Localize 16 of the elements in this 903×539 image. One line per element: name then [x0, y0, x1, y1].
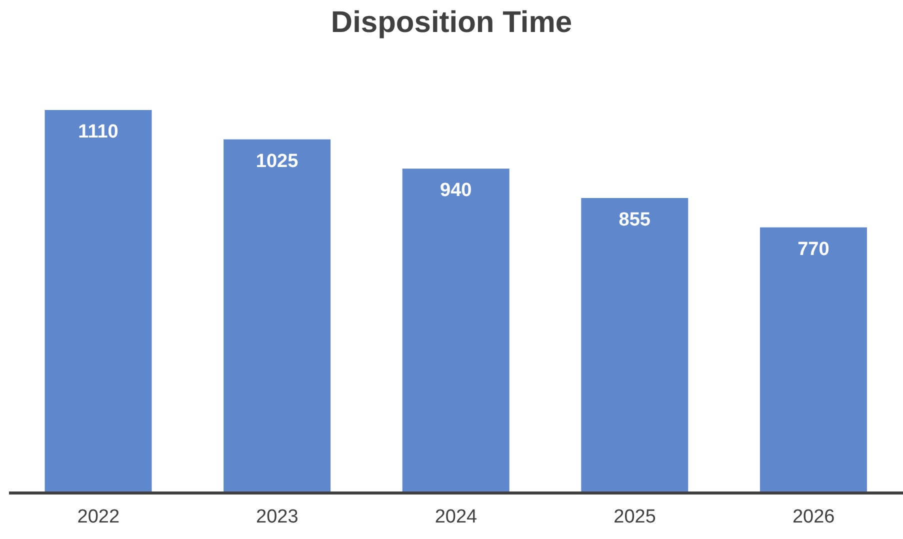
x-tick-label: 2023 — [256, 506, 298, 528]
bar — [44, 110, 152, 493]
data-label: 1110 — [78, 121, 118, 142]
x-tick-label: 2025 — [614, 506, 656, 528]
data-label: 770 — [798, 238, 830, 260]
x-tick-label: 2022 — [77, 506, 120, 528]
bar — [760, 227, 867, 493]
x-tick-label: 2026 — [792, 506, 835, 528]
bar — [402, 168, 510, 493]
bar — [581, 198, 688, 493]
chart-title: Disposition Time — [330, 6, 574, 40]
data-label: 1025 — [256, 150, 299, 172]
x-tick-label: 2024 — [434, 506, 478, 528]
data-label: 940 — [440, 180, 472, 202]
data-label: 855 — [618, 209, 651, 230]
bar — [224, 139, 331, 493]
